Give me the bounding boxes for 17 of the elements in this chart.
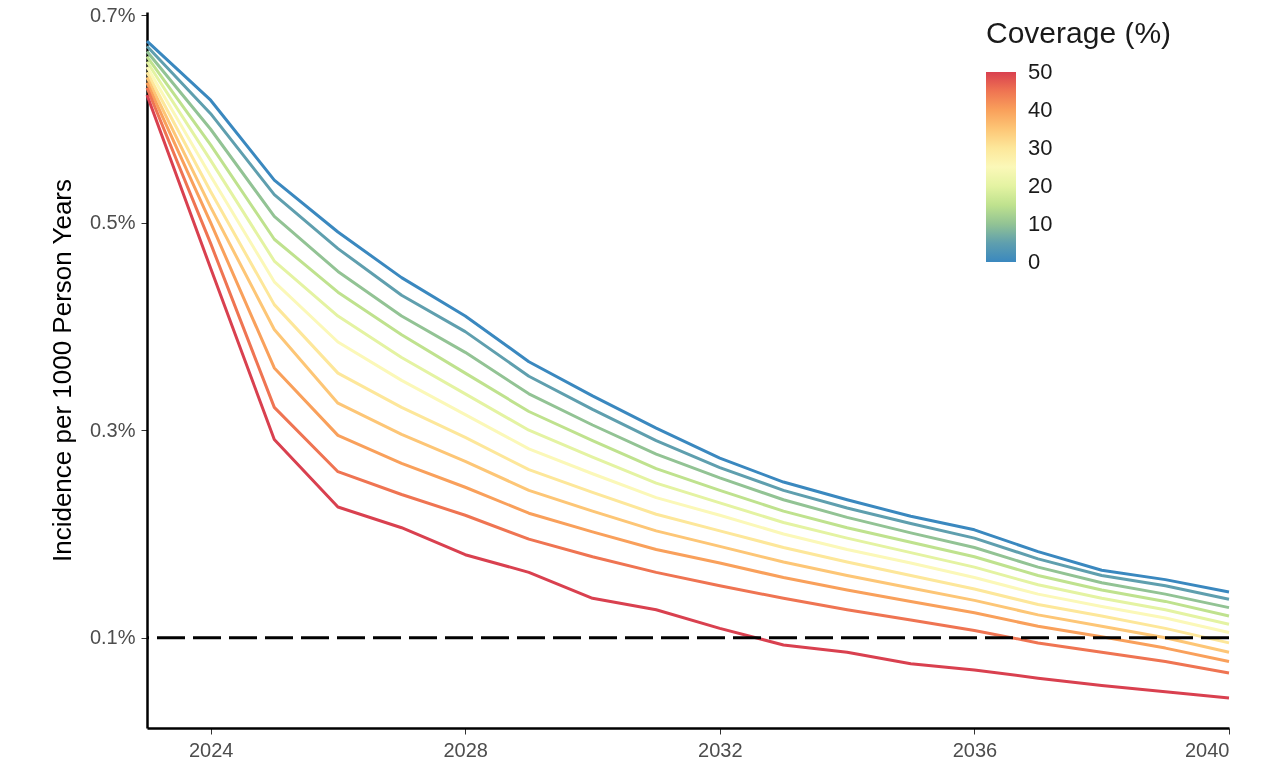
y-axis-title: Incidence per 1000 Person Years bbox=[46, 178, 77, 563]
x-tick-label: 2036 bbox=[952, 738, 998, 761]
annotation: 10 bbox=[1028, 211, 1053, 236]
x-tick-label: 2028 bbox=[443, 738, 488, 761]
annotation: 40 bbox=[1028, 97, 1053, 122]
y-tick-label: 0.3% bbox=[89, 418, 136, 441]
y-tick-label: 0.1% bbox=[89, 626, 136, 649]
y-tick-label: 0.5% bbox=[89, 211, 136, 234]
annotation: 0 bbox=[1028, 249, 1041, 274]
y-tick-label: 0.7% bbox=[89, 3, 136, 26]
color-bar-title: Coverage (%) bbox=[986, 16, 1172, 49]
x-tick-label: 2024 bbox=[188, 738, 234, 761]
x-tick-label: 2040 bbox=[1185, 738, 1230, 761]
x-tick-label: 2032 bbox=[698, 738, 743, 761]
annotation: 20 bbox=[1028, 173, 1053, 198]
annotation: 50 bbox=[1028, 59, 1053, 84]
annotation: 30 bbox=[1028, 135, 1053, 160]
